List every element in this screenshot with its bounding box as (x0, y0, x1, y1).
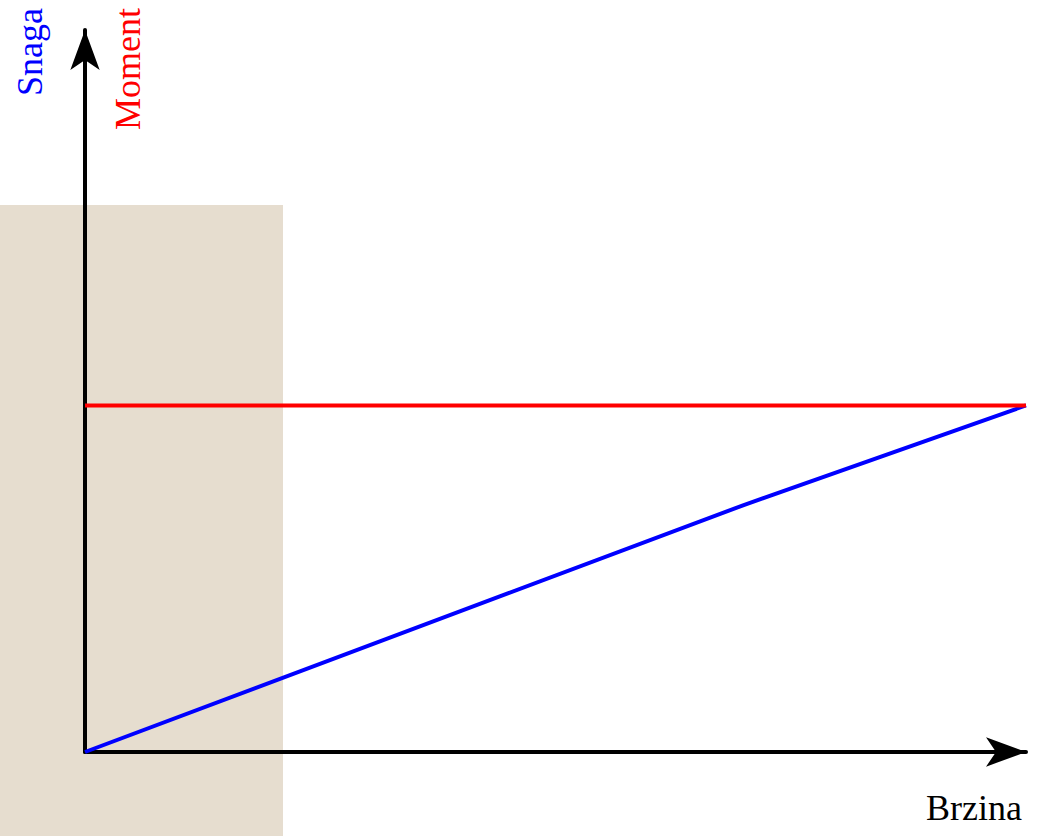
svg-text:Brzina: Brzina (926, 788, 1022, 828)
svg-text:Moment: Moment (108, 8, 148, 130)
svg-text:Snaga: Snaga (10, 8, 50, 96)
